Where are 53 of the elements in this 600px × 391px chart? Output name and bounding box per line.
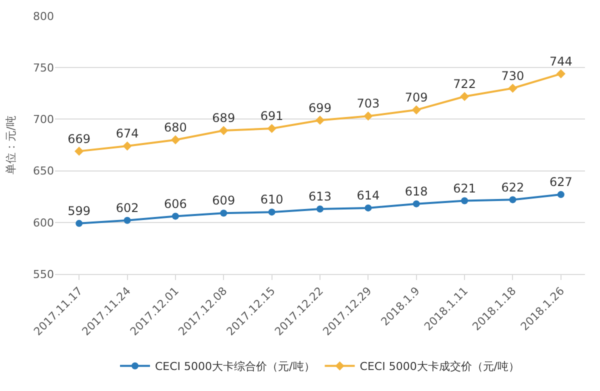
point — [364, 112, 373, 121]
y-axis-title: 单位：元/吨 — [4, 116, 18, 174]
data-label: 709 — [404, 90, 428, 105]
point — [170, 135, 180, 144]
data-label: 674 — [116, 126, 139, 141]
data-label: 610 — [260, 192, 284, 207]
y-tick-label: 600 — [33, 216, 54, 230]
data-label: 599 — [68, 204, 91, 218]
data-label: 730 — [501, 68, 524, 83]
point — [556, 69, 566, 78]
point — [412, 105, 421, 114]
point — [267, 124, 276, 134]
data-label: 689 — [212, 111, 236, 126]
point — [315, 116, 325, 125]
point — [460, 92, 470, 102]
point — [268, 208, 276, 216]
data-label: 609 — [212, 194, 236, 208]
point — [219, 126, 228, 136]
data-label: 680 — [164, 120, 187, 134]
data-label: 691 — [260, 109, 284, 124]
data-label: 703 — [356, 96, 380, 111]
point — [220, 210, 228, 217]
data-label: 602 — [116, 200, 139, 215]
point — [124, 216, 131, 224]
y-tick-label: 550 — [33, 268, 54, 281]
y-tick-label: 800 — [33, 10, 54, 23]
data-label: 621 — [453, 181, 476, 196]
point — [557, 191, 564, 198]
point — [172, 212, 179, 220]
point — [122, 141, 132, 151]
legend-label: CECI 5000大卡成交价（元/吨） — [360, 360, 520, 374]
point — [316, 205, 324, 212]
point — [364, 204, 372, 212]
data-label: 722 — [453, 77, 476, 92]
data-label: 613 — [308, 190, 332, 204]
y-tick-label: 750 — [33, 61, 54, 74]
data-label: 606 — [164, 196, 187, 211]
y-tick-label: 700 — [33, 113, 54, 126]
data-label: 699 — [308, 100, 332, 115]
data-label: 622 — [501, 180, 524, 194]
point — [74, 146, 84, 156]
data-label: 627 — [549, 175, 572, 190]
y-tick-label: 650 — [33, 164, 54, 178]
data-label: 669 — [68, 132, 91, 146]
data-label: 744 — [549, 54, 572, 68]
point — [412, 200, 420, 208]
data-label: 618 — [404, 184, 428, 198]
data-label: 614 — [356, 188, 380, 203]
point — [461, 197, 468, 204]
point — [509, 196, 516, 204]
point — [508, 84, 518, 93]
point — [76, 220, 83, 227]
legend-label: CECI 5000大卡综合价（元/吨） — [155, 360, 315, 374]
